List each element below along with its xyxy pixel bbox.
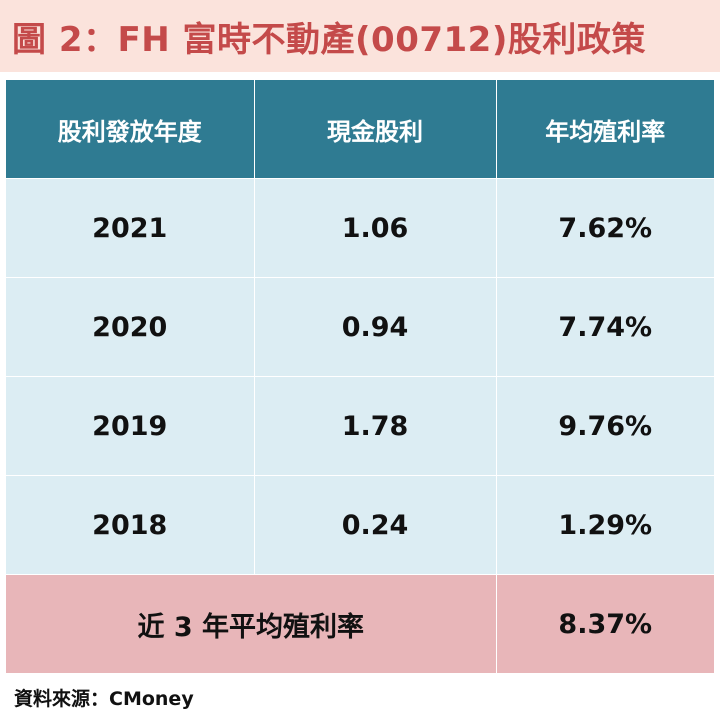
table-row: 2021 1.06 7.62%: [6, 178, 714, 278]
cell-year: 2020: [6, 277, 255, 377]
title-bar: 圖 2：FH 富時不動產(00712)股利政策: [0, 0, 720, 72]
table-header-row: 股利發放年度 現金股利 年均殖利率: [6, 80, 714, 179]
header-cash-dividend: 現金股利: [254, 80, 497, 179]
footer-average-yield-label: 近 3 年平均殖利率: [6, 574, 497, 674]
dividend-table: 股利發放年度 現金股利 年均殖利率 2021 1.06 7.62% 2020 0…: [6, 80, 714, 674]
cell-yield: 9.76%: [496, 376, 714, 476]
cell-year: 2018: [6, 475, 255, 575]
cell-yield: 7.62%: [496, 178, 714, 278]
cell-dividend: 1.06: [254, 178, 497, 278]
cell-year: 2021: [6, 178, 255, 278]
source-note: 資料來源：CMoney: [14, 688, 194, 710]
page-title: 圖 2：FH 富時不動產(00712)股利政策: [12, 19, 646, 60]
cell-dividend: 1.78: [254, 376, 497, 476]
cell-dividend: 0.24: [254, 475, 497, 575]
cell-dividend: 0.94: [254, 277, 497, 377]
table-row: 2019 1.78 9.76%: [6, 376, 714, 476]
header-year: 股利發放年度: [6, 80, 255, 179]
table-footer-row: 近 3 年平均殖利率 8.37%: [6, 574, 714, 674]
cell-year: 2019: [6, 376, 255, 476]
cell-yield: 7.74%: [496, 277, 714, 377]
table-row: 2018 0.24 1.29%: [6, 475, 714, 575]
header-annual-yield: 年均殖利率: [496, 80, 714, 179]
table-row: 2020 0.94 7.74%: [6, 277, 714, 377]
footer-average-yield-value: 8.37%: [496, 574, 714, 674]
cell-yield: 1.29%: [496, 475, 714, 575]
